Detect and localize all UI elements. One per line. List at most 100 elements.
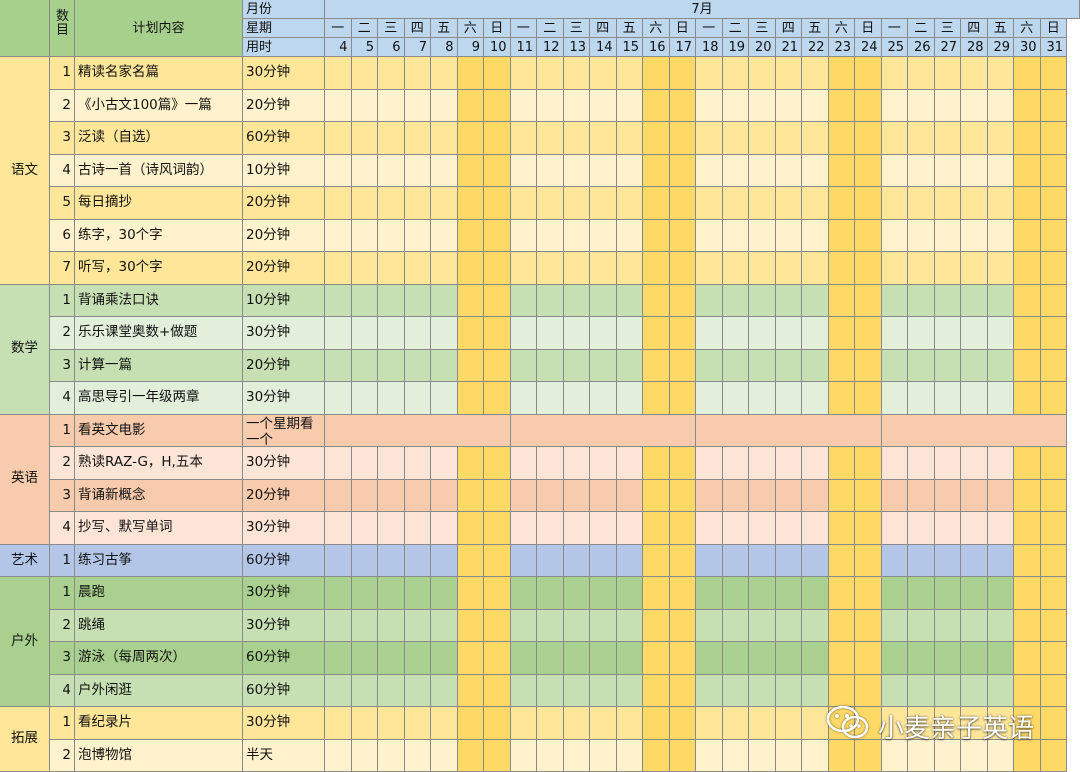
check-cell[interactable] xyxy=(908,122,935,155)
check-cell[interactable] xyxy=(749,642,776,675)
check-cell[interactable] xyxy=(458,480,485,513)
check-cell[interactable] xyxy=(325,155,352,188)
check-cell[interactable] xyxy=(961,642,988,675)
check-cell[interactable] xyxy=(617,220,644,253)
check-cell[interactable] xyxy=(325,90,352,123)
check-cell[interactable] xyxy=(484,57,511,90)
check-cell[interactable] xyxy=(617,545,644,578)
check-cell[interactable] xyxy=(352,480,379,513)
check-cell[interactable] xyxy=(617,187,644,220)
check-cell[interactable] xyxy=(352,350,379,383)
check-cell[interactable] xyxy=(352,545,379,578)
check-cell[interactable] xyxy=(696,740,723,772)
check-cell[interactable] xyxy=(696,707,723,740)
week-cell[interactable] xyxy=(882,415,1068,448)
check-cell[interactable] xyxy=(935,122,962,155)
check-cell[interactable] xyxy=(378,480,405,513)
check-cell[interactable] xyxy=(352,447,379,480)
check-cell[interactable] xyxy=(431,707,458,740)
check-cell[interactable] xyxy=(670,675,697,708)
check-cell[interactable] xyxy=(749,220,776,253)
check-cell[interactable] xyxy=(696,577,723,610)
check-cell[interactable] xyxy=(723,642,750,675)
check-cell[interactable] xyxy=(590,447,617,480)
check-cell[interactable] xyxy=(537,610,564,643)
check-cell[interactable] xyxy=(405,187,432,220)
check-cell[interactable] xyxy=(405,57,432,90)
check-cell[interactable] xyxy=(670,350,697,383)
check-cell[interactable] xyxy=(405,707,432,740)
check-cell[interactable] xyxy=(670,740,697,772)
check-cell[interactable] xyxy=(537,187,564,220)
check-cell[interactable] xyxy=(325,447,352,480)
check-cell[interactable] xyxy=(935,187,962,220)
check-cell[interactable] xyxy=(1014,57,1041,90)
check-cell[interactable] xyxy=(537,740,564,772)
check-cell[interactable] xyxy=(1014,610,1041,643)
check-cell[interactable] xyxy=(537,545,564,578)
check-cell[interactable] xyxy=(325,382,352,415)
check-cell[interactable] xyxy=(749,480,776,513)
check-cell[interactable] xyxy=(352,577,379,610)
check-cell[interactable] xyxy=(882,675,909,708)
check-cell[interactable] xyxy=(564,317,591,350)
check-cell[interactable] xyxy=(1041,57,1068,90)
check-cell[interactable] xyxy=(458,317,485,350)
check-cell[interactable] xyxy=(988,317,1015,350)
check-cell[interactable] xyxy=(908,577,935,610)
check-cell[interactable] xyxy=(378,350,405,383)
check-cell[interactable] xyxy=(855,252,882,285)
check-cell[interactable] xyxy=(1041,122,1068,155)
check-cell[interactable] xyxy=(590,480,617,513)
week-cell[interactable] xyxy=(511,415,697,448)
check-cell[interactable] xyxy=(378,675,405,708)
check-cell[interactable] xyxy=(590,740,617,772)
check-cell[interactable] xyxy=(325,350,352,383)
check-cell[interactable] xyxy=(696,545,723,578)
check-cell[interactable] xyxy=(511,220,538,253)
check-cell[interactable] xyxy=(484,610,511,643)
check-cell[interactable] xyxy=(1041,545,1068,578)
check-cell[interactable] xyxy=(484,220,511,253)
check-cell[interactable] xyxy=(643,220,670,253)
check-cell[interactable] xyxy=(908,220,935,253)
check-cell[interactable] xyxy=(961,187,988,220)
check-cell[interactable] xyxy=(882,610,909,643)
check-cell[interactable] xyxy=(643,675,670,708)
check-cell[interactable] xyxy=(458,90,485,123)
check-cell[interactable] xyxy=(352,512,379,545)
check-cell[interactable] xyxy=(617,90,644,123)
check-cell[interactable] xyxy=(564,285,591,318)
check-cell[interactable] xyxy=(643,90,670,123)
check-cell[interactable] xyxy=(829,252,856,285)
check-cell[interactable] xyxy=(431,252,458,285)
check-cell[interactable] xyxy=(405,642,432,675)
check-cell[interactable] xyxy=(617,285,644,318)
check-cell[interactable] xyxy=(723,122,750,155)
check-cell[interactable] xyxy=(590,317,617,350)
check-cell[interactable] xyxy=(935,480,962,513)
check-cell[interactable] xyxy=(829,545,856,578)
check-cell[interactable] xyxy=(961,350,988,383)
check-cell[interactable] xyxy=(643,187,670,220)
check-cell[interactable] xyxy=(431,545,458,578)
check-cell[interactable] xyxy=(643,610,670,643)
check-cell[interactable] xyxy=(882,317,909,350)
check-cell[interactable] xyxy=(802,480,829,513)
check-cell[interactable] xyxy=(776,675,803,708)
check-cell[interactable] xyxy=(643,577,670,610)
check-cell[interactable] xyxy=(855,155,882,188)
check-cell[interactable] xyxy=(1041,447,1068,480)
check-cell[interactable] xyxy=(431,642,458,675)
check-cell[interactable] xyxy=(405,317,432,350)
check-cell[interactable] xyxy=(908,447,935,480)
check-cell[interactable] xyxy=(696,480,723,513)
check-cell[interactable] xyxy=(670,545,697,578)
check-cell[interactable] xyxy=(352,382,379,415)
check-cell[interactable] xyxy=(643,252,670,285)
check-cell[interactable] xyxy=(511,317,538,350)
check-cell[interactable] xyxy=(882,90,909,123)
check-cell[interactable] xyxy=(1041,382,1068,415)
check-cell[interactable] xyxy=(352,90,379,123)
check-cell[interactable] xyxy=(802,350,829,383)
